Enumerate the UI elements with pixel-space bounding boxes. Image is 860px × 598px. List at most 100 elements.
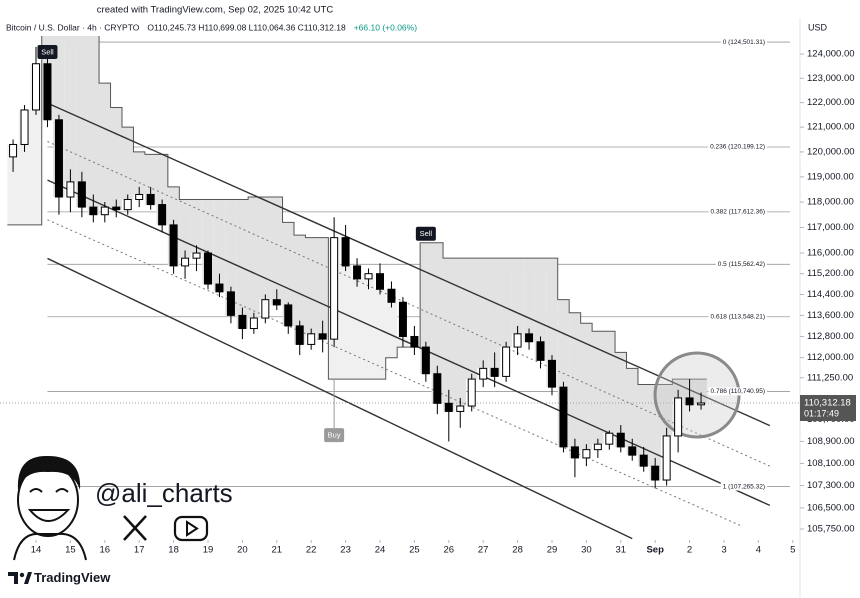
stop-fill [259,196,272,300]
stop-fill [615,352,627,447]
candle-body [32,63,41,111]
stop-fill [569,312,581,458]
fib-label: 0.786 (110,740.95) [711,388,765,395]
stop-fill [99,83,111,208]
candle-body [215,283,224,293]
tradingview-logo: TradingView [8,570,111,585]
channel-line [47,141,771,467]
candle-body [135,193,144,201]
y-tick-label: 121,000.00 [807,122,855,133]
y-tick-label: 117,000.00 [807,222,854,233]
stop-fill [271,196,283,305]
x-tick-label: 20 [237,545,248,556]
candle-body [249,317,258,330]
plot-area [0,36,800,540]
candle-body [295,325,304,345]
stop-fill [637,384,650,467]
stop-fill [420,242,432,374]
candle-body [353,265,362,280]
candle-body [697,402,706,406]
stop-fill [477,258,489,369]
candle-body [433,373,442,404]
watermark: created with TradingView.com, Sep 02, 20… [97,5,334,16]
stop-fill [122,127,134,200]
y-tick-label: 124,000.00 [807,49,855,60]
y-tick-label: 116,000.00 [807,248,854,259]
stop-fill [179,199,191,259]
youtube-icon [173,515,209,542]
candle-body [9,143,18,158]
x-tick-label: 3 [721,545,726,556]
stop-fill [431,242,444,404]
stop-fill [443,258,455,412]
x-tick-label: 27 [478,545,489,556]
stop-fill [511,258,524,334]
stop-fill [76,36,88,208]
stop-fill [282,222,294,326]
candle-body [284,304,293,327]
fib-label: 0.618 (113,548.21) [711,313,765,320]
candle-body [364,273,373,280]
stop-fill [64,36,77,182]
stop-fill [580,323,593,450]
fib-label-bg [715,260,767,269]
stop-fill [695,379,707,403]
stop-fill [18,109,31,225]
overlay: Sell Buy Sell [37,45,436,443]
stop-fill [339,265,352,380]
candle-body [112,206,121,211]
x-tick-label: 14 [31,545,42,556]
candle-body [628,446,637,456]
candle-body [444,402,453,412]
stop-fill [144,154,157,205]
y-tick-label: 105,750.00 [807,523,855,534]
fib-label: 0.382 (117,612.36) [711,209,765,216]
stop-fill [649,384,661,481]
candle-body [582,449,591,459]
stop-fill [500,258,512,348]
channel-line [47,257,633,540]
candle-body [77,181,86,208]
x-tick-label: 5 [790,545,795,556]
y-tick-label: 112,800.00 [807,331,854,342]
stop-fill [534,258,547,361]
signal-label: Sell [41,47,54,56]
stop-fill [672,379,684,398]
candle-body [456,405,465,412]
candle-body [479,367,488,380]
fib-label: 1 (107,265.32) [723,483,765,490]
stop-fill [248,196,260,319]
stop-fill [592,331,604,445]
candle-body [54,119,63,198]
y-tick-label: 115,200.00 [807,268,854,279]
countdown: 01:17:49 [804,408,839,418]
candle-body [685,397,694,406]
candle-body [226,291,235,316]
stop-fill [454,258,466,407]
candle-body [330,237,339,340]
x-tick-label: 17 [134,545,145,556]
y-tick-label: 112,000.00 [807,352,854,363]
signal-label: Sell [420,229,433,238]
ohlc: O110,245.73 H110,699.08 L110,064.36 C110… [147,22,346,32]
candle-body [100,206,109,216]
stop-fill [660,384,673,436]
x-tick-label: Sep [646,545,664,556]
currency: USD [808,22,828,32]
x-tick-label: 31 [615,545,626,556]
candle-body [467,378,476,407]
fib-label-bg [708,387,767,396]
x-tick-label: 22 [306,545,317,556]
stop-line [7,36,707,385]
candle-body [570,446,579,459]
stop-fill [110,107,123,210]
x-tick-label: 16 [100,545,111,556]
stop-fill [190,199,203,254]
y-tick-label: 120,000.00 [807,146,855,157]
fib-label-bg [708,142,767,151]
signal-box [324,428,345,443]
y-tick-label: 119,000.00 [807,171,854,182]
x-tick-label: 15 [65,545,76,556]
handle: @ali_charts [95,478,233,508]
axes: 0 (124,501.31) 0.236 (120,199.12) 0.382 (1… [31,38,856,556]
